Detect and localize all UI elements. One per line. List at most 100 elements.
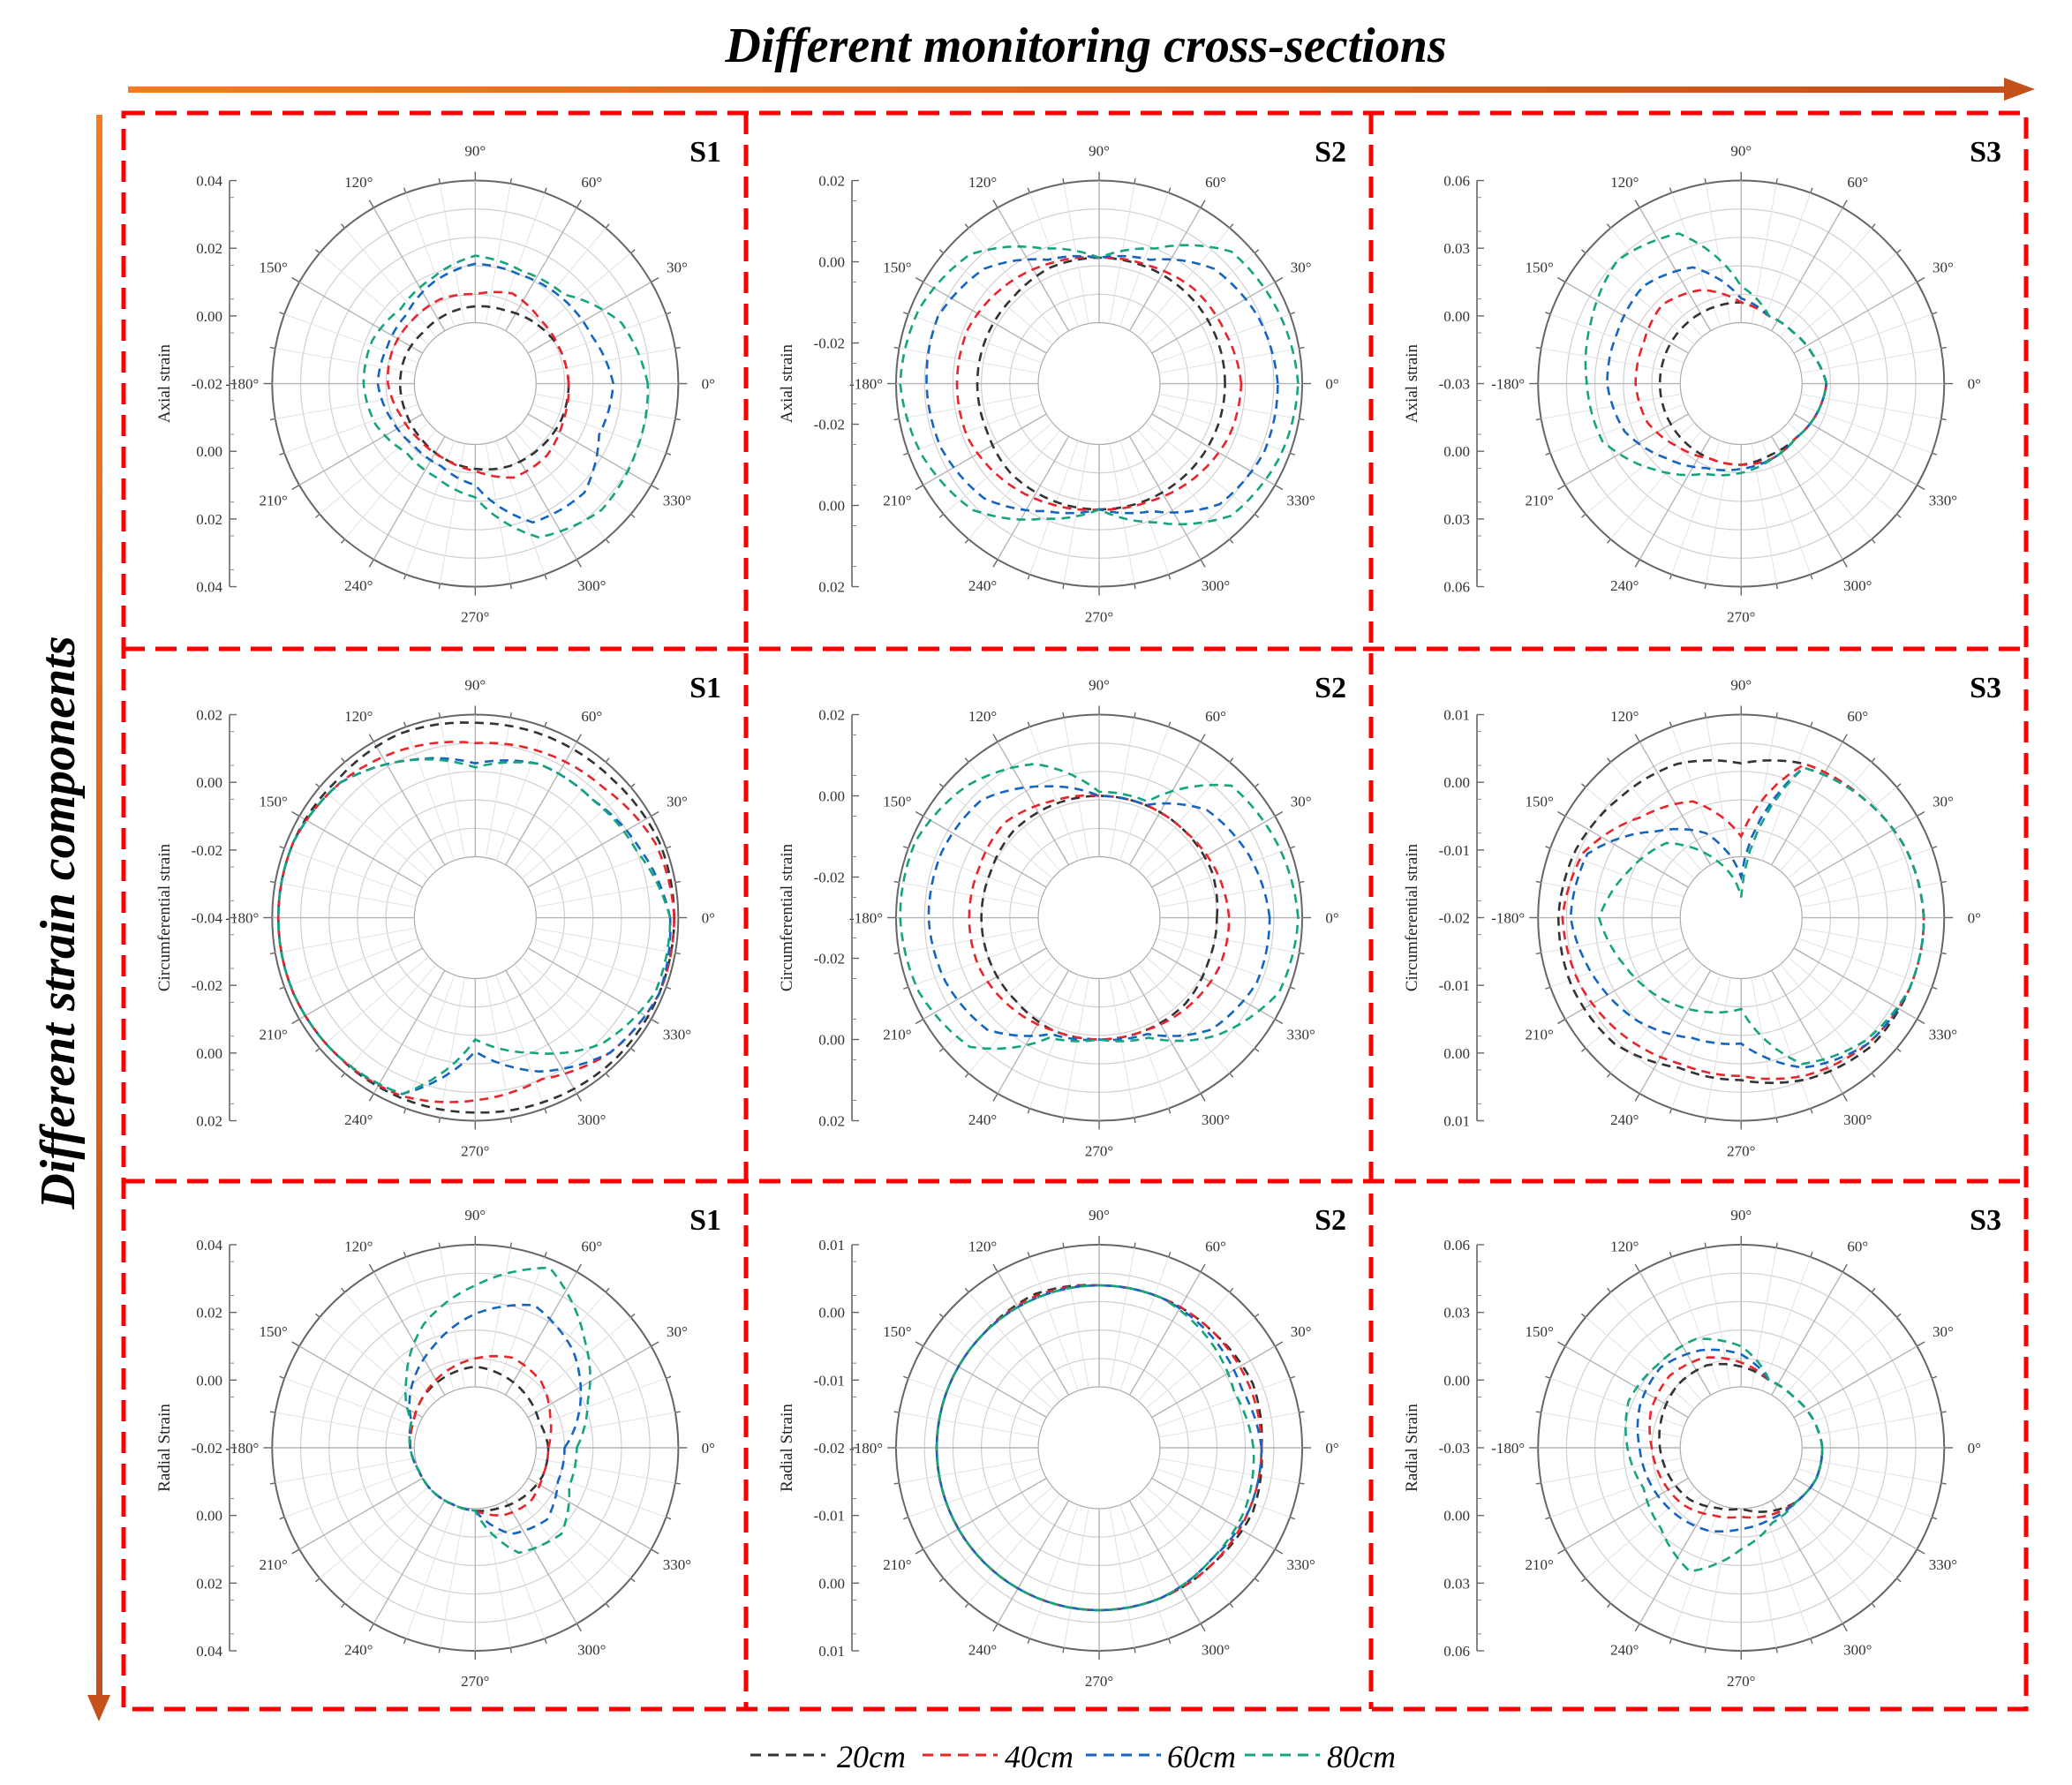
polar-spoke-major [527,947,652,1021]
polar-tick [279,1375,285,1379]
radial-tick-label: -0.02 [814,1440,845,1457]
legend-item-40cm: 40cm [923,1739,1074,1774]
polar-spoke-minor [1780,1494,1872,1604]
polar-tick [992,734,998,742]
polar-tick [1229,223,1234,229]
angle-label: 0° [702,376,715,393]
polar-tick [666,1375,672,1379]
polar-spoke-major [505,1500,577,1624]
polar-spoke-major [373,1271,446,1396]
angle-label: 210° [1525,493,1553,509]
polar-tick [605,1602,610,1608]
polar-tick [1775,1647,1778,1653]
polar-tick [1704,1242,1707,1248]
angle-label: 330° [663,1027,691,1043]
legend: 20cm 40cm 60cm 80cm [750,1739,1396,1774]
polar-tick [341,223,346,229]
polar-spoke-minor [1761,975,1812,1109]
polar-tick [1254,513,1260,518]
polar-spoke-minor [405,975,456,1109]
polar-tick [438,1242,441,1248]
polar-tick [651,276,659,283]
series-curve-80cm [1624,1337,1824,1573]
polar-tick [1917,1341,1925,1347]
polar-tick [1634,559,1640,568]
polar-spoke-minor [1119,975,1170,1109]
polar-tick [544,1108,547,1114]
polar-tick [651,1018,659,1025]
series-curve-40cm [276,741,676,1103]
polar-tick [544,1251,547,1258]
radial-tick-label: -0.03 [1439,376,1470,393]
polar-spoke-major [1639,1500,1712,1624]
polar-tick [674,880,681,884]
angle-label: 210° [883,493,911,509]
radial-tick-label: -0.01 [814,1372,845,1389]
polar-tick [666,986,672,990]
polar-tick [1062,177,1065,185]
polar-tick [938,1578,945,1583]
polar-tick [1917,484,1925,491]
polar-tick [279,986,285,990]
polar-spoke-major [1564,947,1689,1021]
polar-spoke-minor [495,441,546,575]
polar-spoke-minor [535,394,675,419]
polar-tick [1134,712,1136,719]
legend-item-80cm: 80cm [1245,1739,1396,1774]
polar-spoke-minor [319,1486,429,1579]
polar-spoke-minor [275,882,416,908]
radial-tick-label: 0.03 [1443,240,1470,257]
polar-tick [674,1482,681,1485]
polar-tick [1871,1073,1876,1078]
radial-tick-label: 0.00 [1443,308,1470,325]
radial-tick-label: 0.01 [1443,1113,1470,1130]
polar-tick [291,1548,300,1555]
angle-label: 330° [663,1556,691,1573]
polar-spoke-minor [344,964,437,1074]
polar-tick [509,177,512,185]
polar-chart-s2-circumferential-strain: 0° 30° 60° 90° 120° 150° -180° 210° 240° 270° 300°… [778,672,1346,1160]
angle-label: -180° [225,1440,259,1457]
polar-tick [1704,1647,1707,1653]
polar-spoke-minor [1158,394,1300,419]
polar-tick [1557,1018,1566,1025]
angle-label: 60° [581,708,602,725]
legend-label: 40cm [1005,1739,1074,1774]
polar-spoke-major [527,281,652,354]
polar-spoke-minor [908,403,1043,454]
angle-label: 0° [1968,1440,1981,1457]
polar-tick [291,484,300,491]
polar-spoke-minor [1541,394,1682,419]
series-curve-40cm [386,290,570,479]
polar-tick [1274,484,1284,491]
polar-tick [1810,574,1813,580]
polar-tick [1606,223,1611,229]
polar-spoke-major [298,281,423,354]
polar-tick [1606,757,1611,763]
polar-tick [1871,1602,1876,1608]
polar-spoke-minor [344,1292,437,1402]
polar-spoke-minor [1585,252,1695,345]
polar-tick [992,1263,998,1273]
angle-label: 120° [344,1238,373,1254]
polar-spoke-major [1639,1271,1712,1396]
polar-spoke-minor [1585,1316,1695,1410]
polar-tick [576,1093,582,1102]
polar-spoke-minor [405,192,456,327]
polar-tick [1895,1578,1902,1583]
polar-tick [915,1018,924,1025]
angle-label: 150° [1525,260,1553,276]
polar-inner-circle [1037,855,1161,980]
polar-tick [1289,1375,1296,1379]
radial-tick-label: -0.02 [814,417,845,433]
radial-tick-label: 0.00 [196,1372,222,1389]
polar-spoke-minor [531,938,667,988]
polar-tick [1200,559,1206,568]
polar-spoke-major [373,435,446,561]
series-curve-40cm [955,256,1243,511]
polar-spoke-minor [1145,1486,1255,1579]
angle-label: 0° [1968,910,1981,927]
polar-spoke-major [1771,741,1843,866]
radial-tick-label: 0.00 [818,498,845,515]
radial-tick-label: 0.01 [1443,707,1470,724]
